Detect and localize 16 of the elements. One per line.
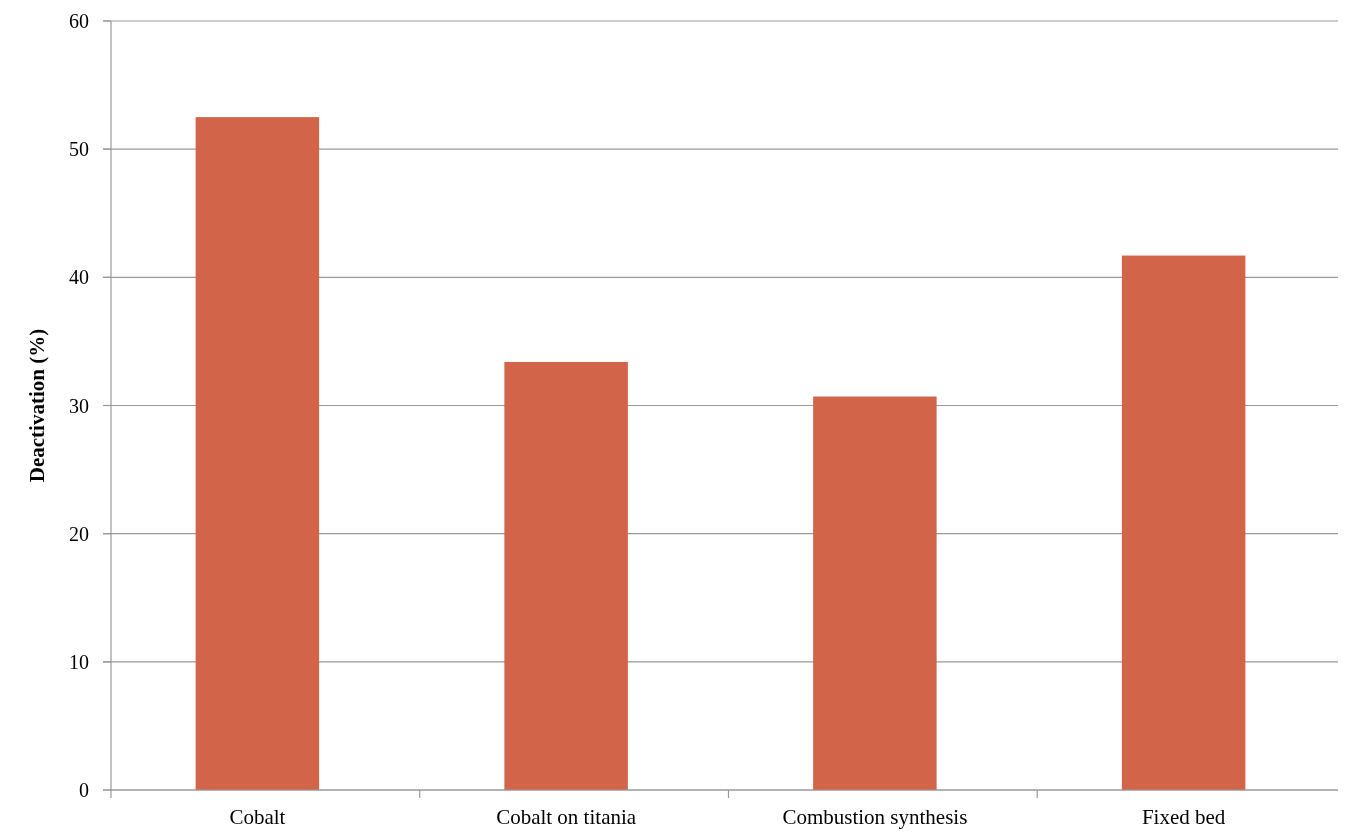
y-tick-label: 20: [69, 522, 89, 545]
x-tick-label: Cobalt: [229, 805, 286, 829]
x-tick-label: Combustion synthesis: [782, 805, 968, 829]
y-tick-label: 50: [69, 138, 89, 161]
x-tick-label: Cobalt on titania: [496, 805, 637, 829]
y-tick-label: 40: [69, 266, 89, 289]
y-axis-title: Deactivation (%): [25, 328, 49, 483]
bar: [504, 361, 628, 790]
y-tick-label: 60: [69, 10, 89, 32]
y-tick-label: 10: [69, 650, 89, 673]
bar: [195, 117, 320, 790]
x-tick-label: Fixed bed: [1141, 805, 1226, 829]
y-tick-label: 30: [69, 394, 89, 417]
bar: [1121, 255, 1246, 790]
y-tick-label: 0: [79, 779, 89, 801]
bar: [813, 396, 937, 790]
